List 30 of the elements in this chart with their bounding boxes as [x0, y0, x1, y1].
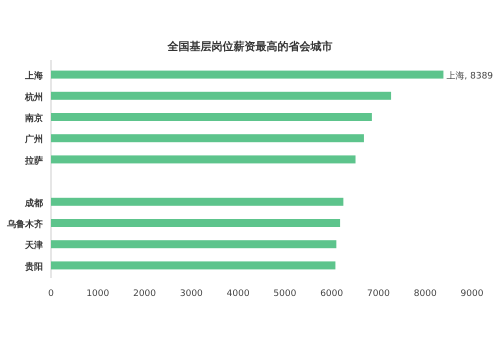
bar — [51, 219, 340, 227]
y-tick-label: 杭州 — [24, 92, 43, 103]
y-tick-label: 天津 — [24, 240, 43, 252]
y-tick-label: 成都 — [24, 198, 43, 209]
bar — [51, 240, 336, 248]
x-tick-label: 4000 — [226, 289, 250, 299]
data-label: 上海, 8389 — [446, 70, 494, 82]
bar — [51, 261, 336, 270]
x-tick-label: 9000 — [460, 289, 484, 299]
bar — [51, 92, 392, 100]
x-tick-label: 2000 — [133, 289, 156, 299]
y-tick-label: 南京 — [24, 113, 43, 124]
y-tick-label: 上海 — [24, 70, 43, 82]
y-tick-label: 拉萨 — [24, 155, 43, 166]
bar — [51, 134, 364, 142]
y-tick-label: 乌鲁木齐 — [6, 219, 43, 230]
x-tick-label: 1000 — [86, 289, 110, 299]
x-tick-label: 5000 — [273, 289, 297, 299]
x-tick-label: 8000 — [414, 289, 437, 299]
chart-title: 全国基层岗位薪资最高的省会城市 — [166, 40, 332, 53]
bar — [51, 113, 372, 121]
y-tick-label: 广州 — [24, 134, 43, 146]
bar — [51, 70, 444, 79]
x-tick-label: 6000 — [320, 289, 344, 299]
x-tick-label: 3000 — [180, 289, 204, 299]
bar — [51, 198, 344, 206]
x-tick-label: 0 — [48, 289, 54, 299]
y-tick-label: 贵阳 — [24, 261, 43, 272]
x-tick-label: 7000 — [366, 289, 390, 299]
bar — [51, 155, 356, 164]
